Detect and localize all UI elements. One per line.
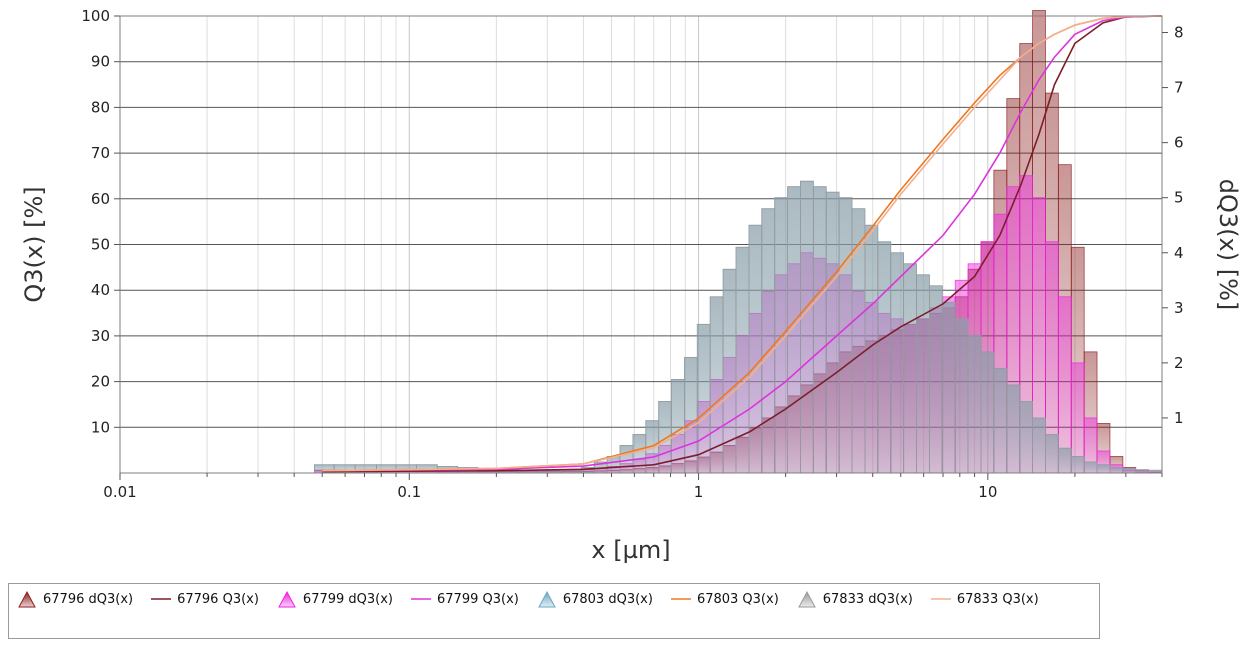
histogram-bar: [1096, 464, 1111, 474]
histogram-bar: [735, 246, 750, 474]
legend-item: 67796 dQ3(x): [15, 588, 133, 610]
legend-label: 67796 dQ3(x): [43, 591, 134, 607]
histogram-bar: [632, 434, 647, 474]
histogram-bar: [877, 241, 892, 474]
x-axis-title: x [µm]: [591, 536, 670, 564]
y-axis-title: Q3(x) [%]: [20, 186, 48, 302]
histogram-bar: [825, 191, 840, 474]
histogram-bar: [1122, 468, 1137, 474]
y2-tick-label: 3: [1174, 299, 1184, 317]
x-tick-label: 0.1: [397, 483, 421, 501]
histogram-bar: [1083, 461, 1098, 474]
legend-line-icon: [151, 598, 172, 600]
legend-triangle-icon: [538, 590, 556, 608]
histogram-bar: [1045, 434, 1059, 474]
y-tick-label: 100: [81, 7, 110, 25]
legend-item: 67803 Q3(x): [669, 588, 779, 610]
legend-label: 67799 dQ3(x): [302, 591, 394, 607]
legend-triangle-icon: [18, 590, 36, 608]
legend-item: 67833 dQ3(x): [795, 588, 913, 610]
legend-line-icon: [930, 598, 951, 600]
histogram-layer: [314, 10, 1162, 474]
x-tick-label: 10: [978, 483, 997, 501]
histogram-bar: [890, 252, 905, 474]
histogram-bar: [761, 208, 776, 474]
legend-label: 67803 dQ3(x): [562, 591, 653, 607]
x-tick-label: 0.01: [103, 483, 136, 501]
histogram-bar: [838, 197, 853, 474]
histogram-bar: [903, 263, 917, 474]
histogram-bar: [993, 367, 1008, 474]
histogram-bar: [606, 456, 621, 474]
legend-triangle-icon: [278, 590, 296, 608]
histogram-bar: [916, 274, 930, 474]
legend-label: 67833 dQ3(x): [822, 591, 913, 607]
histogram-bar: [800, 180, 814, 474]
y-tick-label: 60: [91, 190, 110, 208]
y2-tick-label: 1: [1174, 409, 1184, 427]
histogram-bar: [1006, 384, 1021, 474]
histogram-bar: [1032, 417, 1046, 474]
legend-item: 67796 Q3(x): [149, 588, 259, 610]
y2-tick-label: 8: [1174, 24, 1184, 42]
histogram-bar: [1109, 467, 1124, 474]
y-tick-label: 30: [91, 327, 110, 345]
line-67833-q3-x-: [322, 15, 1163, 472]
cumulative-lines-layer: [322, 15, 1163, 473]
histogram-bar: [787, 186, 801, 474]
y2-tick-label: 7: [1174, 79, 1184, 97]
histogram-bar: [812, 186, 827, 474]
legend: 67796 dQ3(x) 67796 Q3(x) 67799 dQ3(x) 67799…: [8, 583, 1100, 639]
histogram-bar: [941, 301, 956, 474]
y2-axis-title: dQ3(x) [%]: [1214, 179, 1242, 310]
y2-tick-label: 5: [1174, 189, 1184, 207]
line-67796-q3-x-: [322, 15, 1163, 473]
x-tick-label: 1: [694, 483, 704, 501]
legend-label: 67799 Q3(x): [437, 591, 519, 607]
legend-label: 67833 Q3(x): [956, 591, 1039, 607]
legend-line-icon: [411, 598, 432, 600]
legend-line-icon: [670, 598, 691, 600]
legend-triangle-icon: [797, 590, 816, 608]
y-tick-label: 70: [91, 144, 110, 162]
legend-item: 67803 dQ3(x): [535, 588, 653, 610]
y-tick-label: 10: [91, 418, 110, 436]
particle-size-chart: 10 20 30 40 50 60 70 80 90 100 1 2 3 4 5 6 7 8 0.01 0.1 1 10 …: [20, 7, 1242, 564]
histogram-bar: [929, 285, 943, 474]
legend-label: 67803 Q3(x): [696, 591, 779, 607]
histogram-67833-dq3-x-: [314, 180, 1162, 474]
legend-item: 67799 dQ3(x): [275, 588, 393, 610]
histogram-bar: [1019, 401, 1033, 474]
histogram-bar: [954, 318, 969, 474]
histogram-bar: [1070, 456, 1085, 474]
histogram-bar: [1057, 447, 1072, 474]
y2-tick-label: 6: [1174, 134, 1184, 152]
legend-label: 67796 Q3(x): [177, 591, 259, 607]
legend-items: 67796 dQ3(x) 67796 Q3(x) 67799 dQ3(x) 67799…: [15, 588, 1093, 610]
y-tick-label: 20: [91, 373, 110, 391]
axes: 10 20 30 40 50 60 70 80 90 100 1 2 3 4 5 6 7 8 0.01 0.1 1 10: [81, 7, 1183, 501]
y-tick-label: 80: [91, 98, 110, 116]
histogram-bar: [1057, 296, 1072, 474]
histogram-bar: [967, 334, 982, 474]
y2-tick-label: 4: [1174, 244, 1184, 262]
line-67799-q3-x-: [322, 15, 1163, 472]
histogram-bar: [748, 224, 763, 474]
y-tick-label: 50: [91, 236, 110, 254]
y-tick-label: 90: [91, 53, 110, 71]
legend-item: 67799 Q3(x): [409, 588, 519, 610]
legend-item: 67833 Q3(x): [929, 588, 1039, 610]
y-tick-label: 40: [91, 281, 110, 299]
histogram-bar: [980, 351, 995, 474]
y2-tick-label: 2: [1174, 354, 1184, 372]
